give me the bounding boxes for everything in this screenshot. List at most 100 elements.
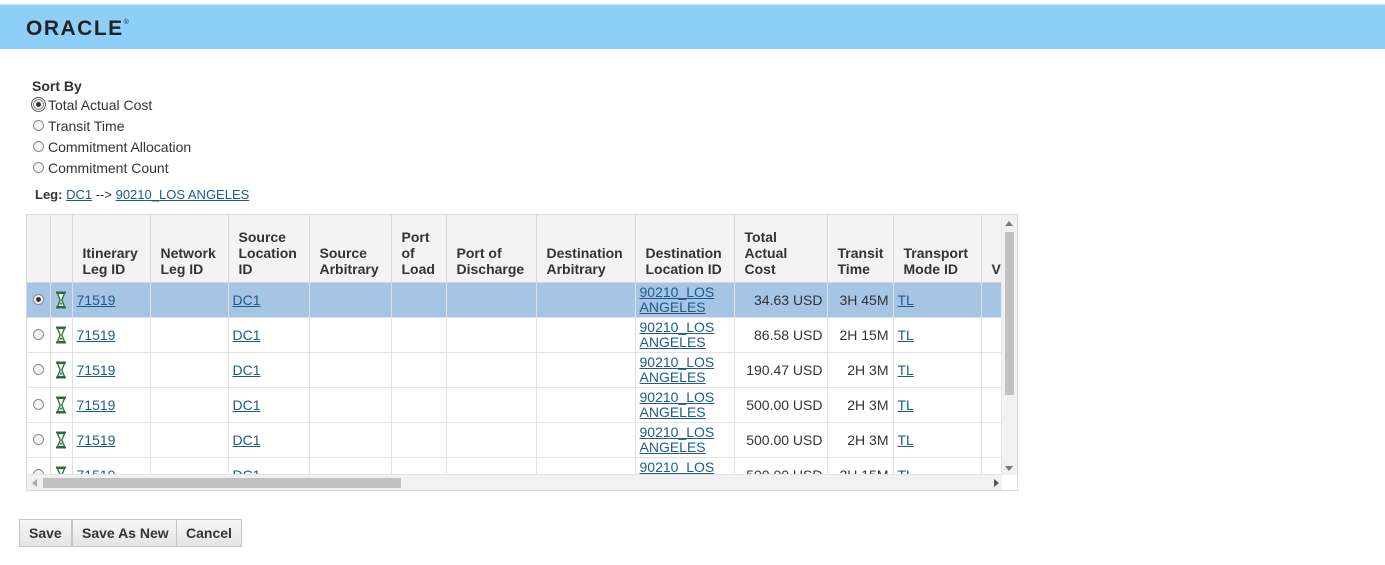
sort-by-label: Sort By	[32, 78, 82, 94]
hourglass-icon[interactable]	[55, 396, 67, 414]
transport-mode-link[interactable]: TL	[897, 327, 914, 343]
row-select-cell[interactable]	[27, 387, 51, 423]
col-port-of-load[interactable]: Port of Load	[391, 215, 447, 283]
dest-line-2: ANGELES	[639, 369, 706, 385]
col-source-location-id[interactable]: Source Location ID	[228, 215, 310, 283]
row-icon-cell[interactable]	[50, 387, 73, 423]
hourglass-icon[interactable]	[55, 326, 67, 344]
sort-option-label: Transit Time	[48, 118, 125, 134]
col-select	[27, 215, 51, 283]
source-location-link[interactable]: DC1	[232, 292, 261, 308]
sort-option-transit-time[interactable]: Transit Time	[33, 118, 125, 136]
horizontal-scroll-thumb[interactable]	[43, 478, 401, 488]
row-select-cell[interactable]	[27, 317, 51, 353]
row-select-radio[interactable]	[32, 293, 44, 305]
radio-commitment-allocation[interactable]	[33, 140, 44, 152]
transport-mode-link[interactable]: TL	[897, 362, 914, 378]
col-transit-time[interactable]: Transit Time	[827, 215, 894, 283]
sort-option-commitment-count[interactable]: Commitment Count	[33, 160, 169, 178]
save-button[interactable]: Save	[19, 519, 72, 547]
table-row[interactable]: 71519 DC1 90210_LOS ANGELES 500.00 USD 2H 3M T…	[27, 422, 1017, 458]
col-network-leg-id[interactable]: Network Leg ID	[150, 215, 229, 283]
header-bar: ORACLE®	[0, 4, 1385, 49]
itinerary-leg-id-link[interactable]: 71519	[76, 292, 116, 308]
transport-mode-link[interactable]: TL	[897, 292, 914, 308]
leg-from-link[interactable]: DC1	[66, 187, 93, 202]
itinerary-leg-id-cell: 71519	[72, 387, 151, 423]
row-select-radio[interactable]	[32, 328, 44, 340]
source-arbitrary-cell	[309, 387, 392, 423]
col-destination-arbitrary[interactable]: Destination Arbitrary	[536, 215, 636, 283]
row-icon-cell[interactable]	[50, 422, 73, 458]
table-row[interactable]: 71519 DC1 90210_LOS ANGELES 500.00 USD 2H 3M T…	[27, 387, 1017, 423]
itinerary-leg-id-link[interactable]: 71519	[76, 432, 116, 448]
row-select-radio[interactable]	[32, 363, 44, 375]
row-select-radio[interactable]	[32, 398, 44, 410]
save-as-new-button[interactable]: Save As New	[72, 519, 179, 547]
vertical-scrollbar[interactable]	[1001, 215, 1017, 475]
radio-transit-time[interactable]	[33, 119, 44, 131]
radio-total-actual-cost[interactable]	[31, 96, 46, 112]
row-icon-cell[interactable]	[50, 282, 73, 318]
scroll-down-icon[interactable]	[1005, 466, 1013, 471]
transport-mode-link[interactable]: TL	[897, 432, 914, 448]
port-of-discharge-cell	[446, 352, 537, 388]
row-select-cell[interactable]	[27, 282, 51, 318]
table-row[interactable]: 71519 DC1 90210_LOS ANGELES 190.47 USD 2H 3M T…	[27, 352, 1017, 388]
source-location-link[interactable]: DC1	[232, 432, 261, 448]
sort-option-commitment-allocation[interactable]: Commitment Allocation	[33, 139, 191, 157]
hourglass-icon[interactable]	[55, 291, 67, 309]
vertical-scroll-thumb[interactable]	[1005, 232, 1014, 395]
source-location-id-cell: DC1	[228, 422, 310, 458]
itinerary-leg-id-link[interactable]: 71519	[76, 397, 116, 413]
row-select-cell[interactable]	[27, 352, 51, 388]
total-actual-cost-cell: 34.63 USD	[734, 282, 828, 318]
scroll-left-icon[interactable]	[32, 479, 37, 487]
itinerary-leg-id-link[interactable]: 71519	[76, 362, 116, 378]
col-source-arbitrary[interactable]: Source Arbitrary	[309, 215, 392, 283]
total-actual-cost-cell: 86.58 USD	[734, 317, 828, 353]
table-row[interactable]: 71519 DC1 90210_LOS ANGELES 86.58 USD 2H 15M T…	[27, 317, 1017, 353]
dest-line-2: ANGELES	[639, 334, 706, 350]
table-row[interactable]: 71519 DC1 90210_LOS ANGELES 34.63 USD 3H 45M T…	[27, 282, 1017, 318]
source-location-link[interactable]: DC1	[232, 362, 261, 378]
itinerary-leg-id-cell: 71519	[72, 282, 151, 318]
dest-line-2: ANGELES	[639, 299, 706, 315]
port-of-discharge-cell	[446, 282, 537, 318]
leg-to-link[interactable]: 90210_LOS ANGELES	[115, 187, 250, 202]
dest-line-2: ANGELES	[639, 404, 706, 420]
radio-commitment-count[interactable]	[33, 161, 44, 173]
sort-option-label: Commitment Count	[48, 160, 169, 176]
source-location-link[interactable]: DC1	[232, 397, 261, 413]
scroll-up-icon[interactable]	[1005, 221, 1013, 226]
scroll-right-icon[interactable]	[994, 479, 999, 487]
transport-mode-link[interactable]: TL	[897, 397, 914, 413]
hourglass-icon[interactable]	[55, 361, 67, 379]
leg-arrow: -->	[95, 187, 112, 202]
destination-arbitrary-cell	[536, 422, 636, 458]
row-icon-cell[interactable]	[50, 317, 73, 353]
col-transport-mode-id[interactable]: Transport Mode ID	[893, 215, 982, 283]
dest-line-1: 90210_LOS	[639, 319, 715, 335]
col-port-of-discharge[interactable]: Port of Discharge	[446, 215, 537, 283]
cancel-button[interactable]: Cancel	[176, 519, 242, 547]
col-itinerary-leg-id[interactable]: Itinerary Leg ID	[72, 215, 151, 283]
source-location-link[interactable]: DC1	[232, 327, 261, 343]
col-total-actual-cost[interactable]: Total Actual Cost	[734, 215, 828, 283]
row-select-radio[interactable]	[32, 433, 44, 445]
row-select-cell[interactable]	[27, 422, 51, 458]
horizontal-scrollbar[interactable]	[27, 474, 1002, 490]
row-icon-cell[interactable]	[50, 352, 73, 388]
col-destination-location-id[interactable]: Destination Location ID	[635, 215, 735, 283]
sort-option-total-actual-cost[interactable]: Total Actual Cost	[31, 96, 152, 115]
hourglass-icon[interactable]	[55, 431, 67, 449]
itinerary-leg-id-link[interactable]: 71519	[76, 327, 116, 343]
